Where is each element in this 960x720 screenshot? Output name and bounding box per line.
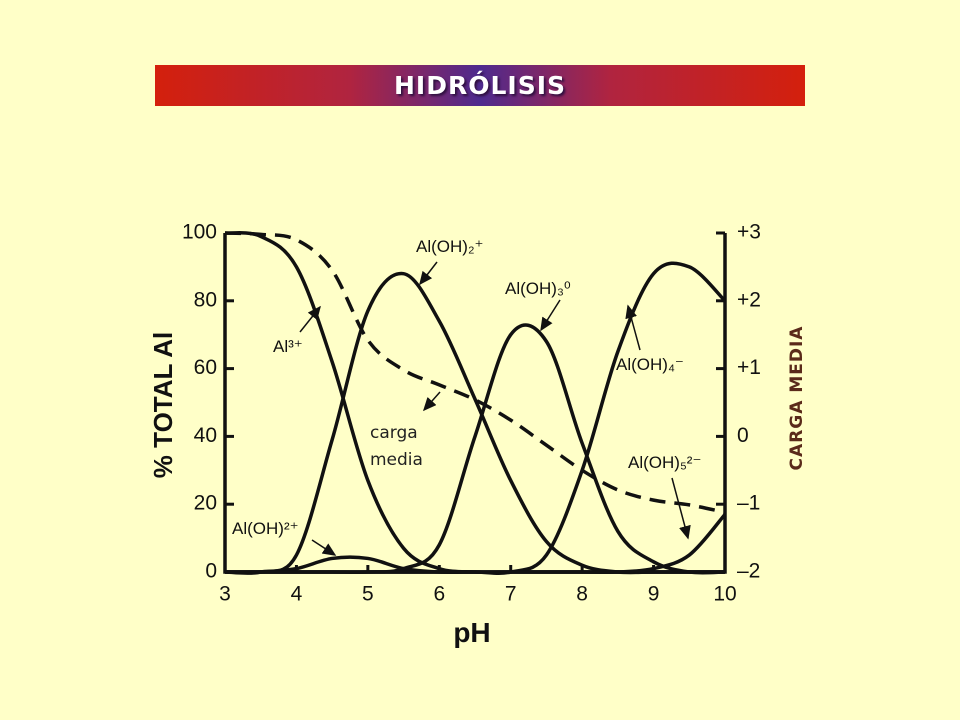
chart-title: HIDRÓLISIS	[393, 71, 567, 100]
annotation: carga media	[370, 423, 423, 470]
y2-tick-label: +2	[737, 288, 761, 311]
series-line	[224, 231, 726, 515]
x-tick-label: 6	[433, 583, 445, 606]
x-tick-label: 3	[219, 583, 231, 606]
y2-tick-label: –1	[737, 492, 760, 515]
y2-tick-label: –2	[737, 560, 760, 583]
x-tick-label: 8	[576, 583, 588, 606]
annotation: Al(OH)₄⁻	[616, 355, 684, 374]
series-line	[224, 513, 727, 574]
y-tick-label: 60	[194, 356, 217, 379]
y-axis-label: % TOTAL Al	[148, 332, 178, 478]
annotation: Al(OH)₃⁰	[505, 279, 571, 298]
x-tick-label: 9	[648, 583, 660, 606]
x-tick-label: 4	[291, 583, 303, 606]
annotation: Al(OH)²⁺	[232, 519, 299, 538]
y-tick-label: 40	[194, 424, 217, 447]
y2-tick-label: 0	[737, 424, 749, 447]
y-tick-label: 0	[205, 560, 217, 583]
x-tick-label: 7	[505, 583, 517, 606]
annotation-arrows	[299, 261, 691, 556]
y2-tick-label: +1	[737, 356, 761, 379]
title-banner: HIDRÓLISIS	[155, 65, 805, 106]
annotation: Al³⁺	[273, 337, 303, 356]
x-tick-label: 5	[362, 583, 374, 606]
y2-axis-label: CARGA MEDIA	[787, 326, 807, 471]
series-line	[224, 261, 727, 575]
annotation: Al(OH)₂⁺	[416, 237, 484, 256]
annotation: Al(OH)₅²⁻	[628, 453, 701, 472]
y2-tick-label: +3	[737, 221, 761, 244]
y-tick-label: 20	[194, 492, 217, 515]
x-tick-label: 10	[713, 583, 736, 606]
y-tick-label: 100	[182, 221, 217, 244]
y-tick-label: 80	[194, 288, 217, 311]
x-axis-label: pH	[453, 617, 490, 648]
series-line	[224, 271, 725, 575]
